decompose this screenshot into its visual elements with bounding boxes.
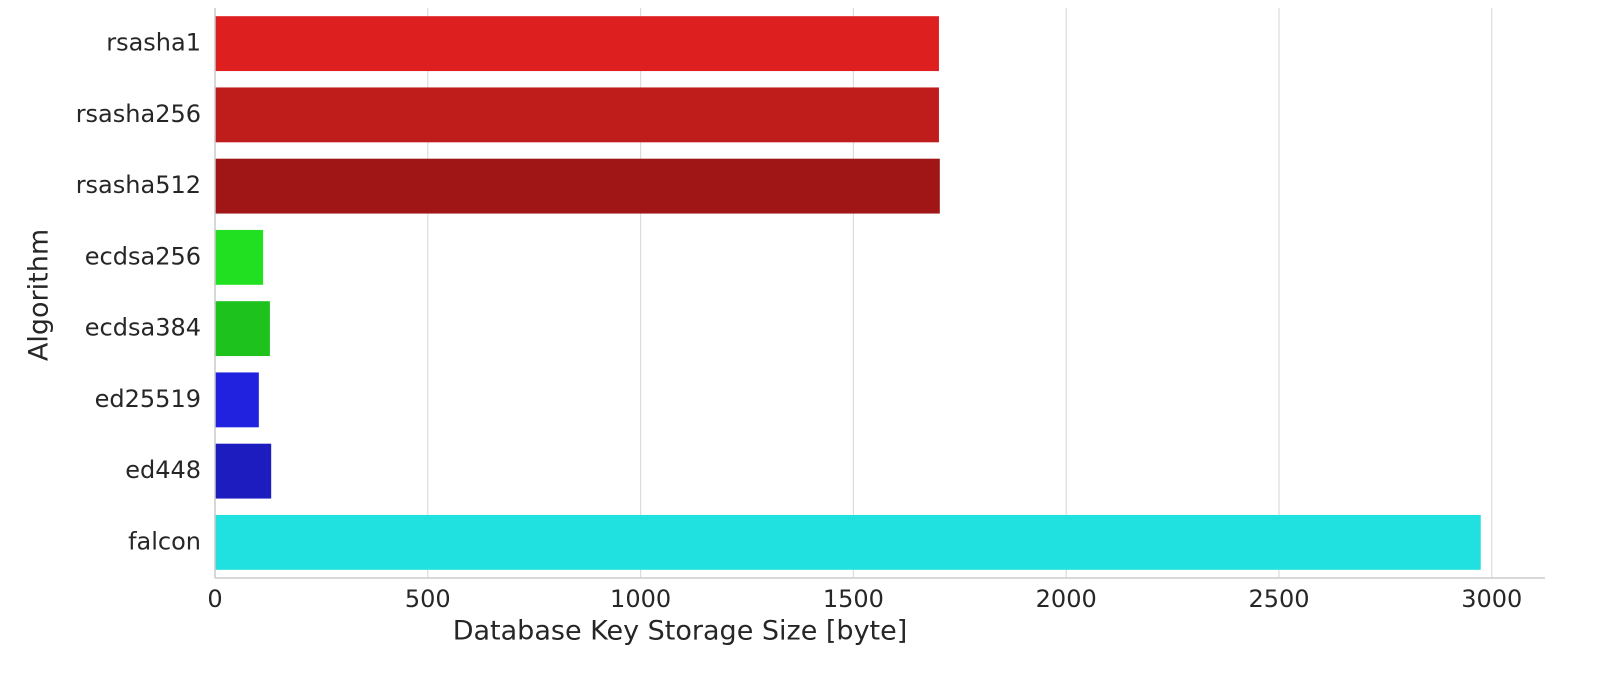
x-tick-label: 2000: [1036, 585, 1097, 613]
bar: [215, 514, 1481, 570]
y-tick-label: rsasha512: [76, 171, 201, 199]
bar: [215, 443, 272, 499]
x-tick-label: 1000: [610, 585, 671, 613]
y-tick-label: ed25519: [95, 385, 201, 413]
y-tick-label: rsasha1: [106, 29, 201, 57]
bar: [215, 16, 939, 72]
x-tick-label: 0: [207, 585, 222, 613]
y-tick-label: falcon: [128, 527, 201, 555]
y-tick-label: rsasha256: [76, 100, 201, 128]
bar: [215, 229, 264, 285]
x-axis-label: Database Key Storage Size [byte]: [453, 616, 908, 647]
y-tick-label: ecdsa256: [85, 242, 201, 270]
x-tick-label: 1500: [823, 585, 884, 613]
y-tick-label: ed448: [125, 456, 201, 484]
x-tick-label: 2500: [1248, 585, 1309, 613]
bar: [215, 372, 259, 428]
bar: [215, 158, 940, 214]
y-tick-label: ecdsa384: [85, 314, 201, 342]
bar: [215, 87, 939, 143]
y-axis-label: Algorithm: [24, 229, 55, 361]
bar: [215, 301, 270, 357]
x-tick-label: 3000: [1461, 585, 1522, 613]
x-tick-label: 500: [405, 585, 451, 613]
